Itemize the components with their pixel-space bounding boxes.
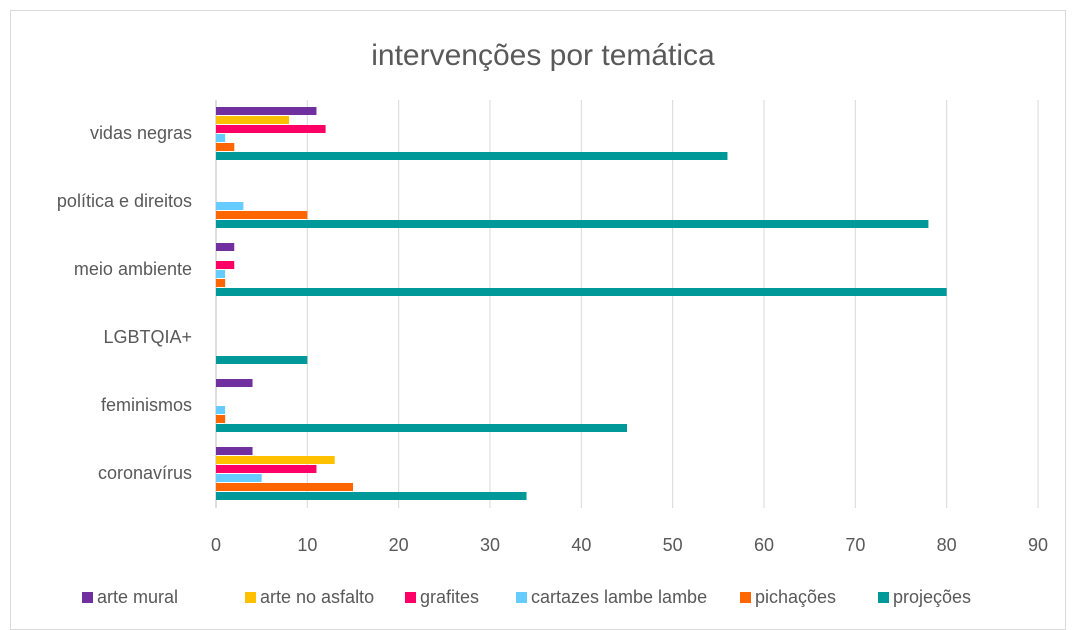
bar bbox=[216, 243, 235, 251]
x-tick-label: 0 bbox=[211, 535, 221, 555]
bar bbox=[216, 152, 728, 160]
legend-swatch bbox=[405, 592, 416, 603]
legend-label: cartazes lambe lambe bbox=[531, 587, 707, 607]
legend-label: projeções bbox=[893, 587, 971, 607]
bar bbox=[216, 107, 317, 115]
legend-label: grafites bbox=[420, 587, 479, 607]
bar bbox=[216, 447, 253, 455]
legend-swatch bbox=[82, 592, 93, 603]
legend-swatch bbox=[740, 592, 751, 603]
x-tick-label: 30 bbox=[480, 535, 500, 555]
bar bbox=[216, 116, 290, 124]
bar bbox=[216, 356, 308, 364]
legend-swatch bbox=[516, 592, 527, 603]
legend-label: arte mural bbox=[97, 587, 178, 607]
bar bbox=[216, 379, 253, 387]
y-tick-label: coronavírus bbox=[98, 463, 192, 483]
x-tick-label: 50 bbox=[663, 535, 683, 555]
bar bbox=[216, 456, 335, 464]
y-tick-label: LGBTQIA+ bbox=[103, 327, 192, 347]
bar bbox=[216, 134, 226, 142]
x-tick-label: 60 bbox=[754, 535, 774, 555]
legend-label: pichações bbox=[755, 587, 836, 607]
x-tick-label: 90 bbox=[1028, 535, 1048, 555]
bar bbox=[216, 143, 235, 151]
bar bbox=[216, 279, 226, 287]
bar bbox=[216, 125, 326, 133]
bar bbox=[216, 211, 308, 219]
chart-title: intervenções por temática bbox=[371, 39, 715, 72]
chart-border bbox=[10, 10, 1066, 630]
bar bbox=[216, 270, 226, 278]
legend-label: arte no asfalto bbox=[260, 587, 374, 607]
bar bbox=[216, 474, 262, 482]
x-tick-label: 40 bbox=[571, 535, 591, 555]
x-tick-label: 80 bbox=[937, 535, 957, 555]
y-tick-label: meio ambiente bbox=[74, 259, 192, 279]
bar bbox=[216, 465, 317, 473]
bar bbox=[216, 415, 226, 423]
legend-swatch bbox=[878, 592, 889, 603]
bar bbox=[216, 406, 226, 414]
bar bbox=[216, 288, 947, 296]
y-tick-label: política e direitos bbox=[57, 191, 192, 211]
y-tick-label: feminismos bbox=[101, 395, 192, 415]
x-tick-label: 20 bbox=[389, 535, 409, 555]
bar bbox=[216, 261, 235, 269]
legend-swatch bbox=[245, 592, 256, 603]
bar bbox=[216, 220, 929, 228]
bar bbox=[216, 492, 527, 500]
x-tick-label: 10 bbox=[297, 535, 317, 555]
x-tick-label: 70 bbox=[845, 535, 865, 555]
bar bbox=[216, 202, 244, 210]
y-tick-label: vidas negras bbox=[90, 123, 192, 143]
bar bbox=[216, 424, 627, 432]
bar bbox=[216, 483, 353, 491]
